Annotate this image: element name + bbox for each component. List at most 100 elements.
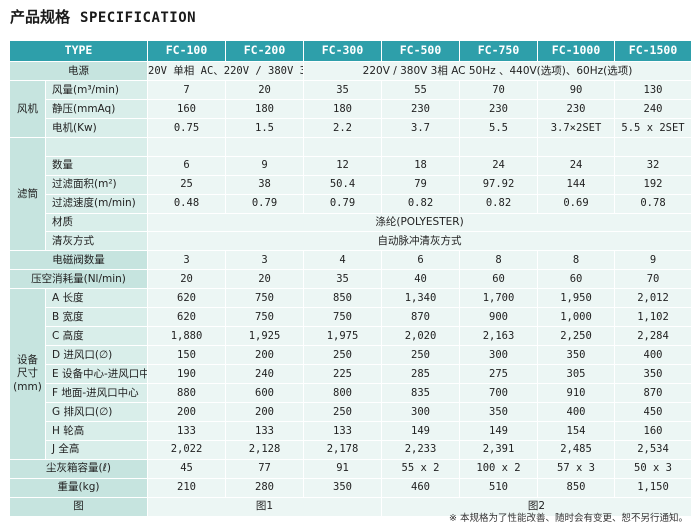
fan-row-pressure: 静压(mmAq) 160 180 180 230 230 230 240 — [10, 98, 693, 119]
cell: 1.5 — [225, 117, 305, 138]
filter-row-cleaning: 清灰方式 自动脉冲清灰方式 — [10, 231, 693, 252]
dims-row-c: C 高度 1,880 1,925 1,975 2,020 2,163 2,250… — [10, 326, 693, 347]
cell: 38 — [225, 174, 305, 195]
cell: 35 — [303, 79, 383, 100]
cell: 12 — [303, 155, 383, 176]
cell: 850 — [537, 477, 616, 498]
cell: 230 — [459, 98, 539, 119]
cell: 25 — [147, 174, 227, 195]
row-label: G 排风口(∅) — [44, 401, 149, 422]
cell: 2,391 — [459, 439, 539, 460]
cell: 100 x 2 — [459, 458, 539, 479]
cell: 620 — [147, 288, 227, 309]
cell: 350 — [537, 345, 616, 365]
cell: 0.69 — [537, 193, 616, 214]
cell: 149 — [381, 420, 461, 441]
cell: 45 — [147, 458, 227, 479]
row-label: H 轮高 — [44, 420, 149, 441]
cell-empty — [459, 136, 539, 157]
cell: 1,700 — [459, 288, 539, 309]
cell: 7 — [147, 79, 227, 100]
cell: 700 — [459, 382, 539, 403]
cell: 300 — [459, 345, 539, 365]
row-label: 重量(kg) — [8, 477, 149, 498]
cell: 250 — [303, 345, 383, 365]
figure-2-ref: 图2 — [381, 496, 693, 517]
cell: 6 — [381, 250, 461, 271]
title-cn: 产品规格 — [10, 8, 71, 26]
header-fc1000: FC-1000 — [537, 40, 616, 62]
cell: 160 — [614, 420, 693, 441]
cell: 400 — [537, 401, 616, 422]
cell: 6 — [147, 155, 227, 176]
cell: 2,128 — [225, 439, 305, 460]
cell: 3 — [225, 250, 305, 271]
cell: 0.82 — [459, 193, 539, 214]
row-label: 过滤面积(m²) — [44, 174, 149, 195]
cell: 2,020 — [381, 326, 461, 347]
cell: 250 — [303, 401, 383, 422]
cell: 200 — [147, 401, 227, 422]
row-label: J 全高 — [44, 439, 149, 460]
row-label: 图 — [8, 496, 149, 517]
cell: 0.79 — [225, 193, 305, 214]
row-label: B 宽度 — [44, 307, 149, 328]
cell: 97.92 — [459, 174, 539, 195]
cell: 55 x 2 — [381, 458, 461, 479]
cell: 2,022 — [147, 439, 227, 460]
cell: 620 — [147, 307, 227, 328]
cell: 870 — [381, 307, 461, 328]
cell: 1,000 — [537, 307, 616, 328]
cell: 70 — [614, 269, 693, 290]
cell: 230 — [537, 98, 616, 119]
cell: 3.7×2SET — [537, 117, 616, 138]
dims-row-b: B 宽度 620 750 750 870 900 1,000 1,102 — [10, 307, 693, 328]
cell: 60 — [459, 269, 539, 290]
footnote: ※ 本规格为了性能改善、随时会有变更、恕不另行通知。 — [449, 513, 688, 524]
cell: 8 — [459, 250, 539, 271]
header-fc200: FC-200 — [225, 40, 305, 62]
cell: 1,102 — [614, 307, 693, 328]
cell: 0.79 — [303, 193, 383, 214]
dims-row-f: F 地面-进风口中心 880 600 800 835 700 910 870 — [10, 382, 693, 403]
cell: 3 — [147, 250, 227, 271]
air-row: 压空消耗量(Nl/min) 20 20 35 40 60 60 70 — [8, 269, 693, 290]
filter-row-count: 数量 6 9 12 18 24 24 32 — [10, 155, 693, 176]
dims-group-label: 设备 尺寸 (mm) — [9, 288, 46, 460]
cell: 230 — [381, 98, 461, 119]
cell: 133 — [147, 420, 227, 441]
cell: 2,163 — [459, 326, 539, 347]
cell: 144 — [537, 174, 616, 195]
cell: 192 — [614, 174, 693, 195]
cell: 2,284 — [614, 326, 693, 347]
filter-row-speed: 过滤速度(m/min) 0.48 0.79 0.79 0.82 0.82 0.6… — [10, 193, 693, 214]
dust-row: 尘灰箱容量(ℓ) 45 77 91 55 x 2 100 x 2 57 x 3 … — [8, 458, 693, 479]
row-label: 电磁阀数量 — [8, 250, 149, 271]
cell: 450 — [614, 401, 693, 422]
cell: 60 — [537, 269, 616, 290]
cell: 0.78 — [614, 193, 693, 214]
cell: 149 — [459, 420, 539, 441]
row-label: 静压(mmAq) — [44, 98, 149, 119]
fan-row-motor: 电机(Kw) 0.75 1.5 2.2 3.7 5.5 3.7×2SET 5.5… — [10, 117, 693, 138]
header-row: TYPE FC-100 FC-200 FC-300 FC-500 FC-750 … — [8, 40, 693, 62]
cell: 8 — [537, 250, 616, 271]
row-label: 尘灰箱容量(ℓ) — [8, 458, 149, 479]
cell: 240 — [614, 98, 693, 119]
cell: 600 — [225, 382, 305, 403]
weight-row: 重量(kg) 210 280 350 460 510 850 1,150 — [8, 477, 693, 498]
cell: 20 — [225, 269, 305, 290]
cell: 275 — [459, 364, 539, 384]
cell: 225 — [303, 364, 383, 384]
cell: 2,250 — [537, 326, 616, 347]
spec-table: TYPE FC-100 FC-200 FC-300 FC-500 FC-750 … — [8, 40, 693, 517]
row-label-empty — [44, 136, 149, 157]
cell: 32 — [614, 155, 693, 176]
cell: 300 — [381, 401, 461, 422]
cell: 200 — [225, 401, 305, 422]
cell: 2,485 — [537, 439, 616, 460]
cell: 1,340 — [381, 288, 461, 309]
header-fc750: FC-750 — [459, 40, 539, 62]
cell: 0.82 — [381, 193, 461, 214]
cell-empty — [225, 136, 305, 157]
